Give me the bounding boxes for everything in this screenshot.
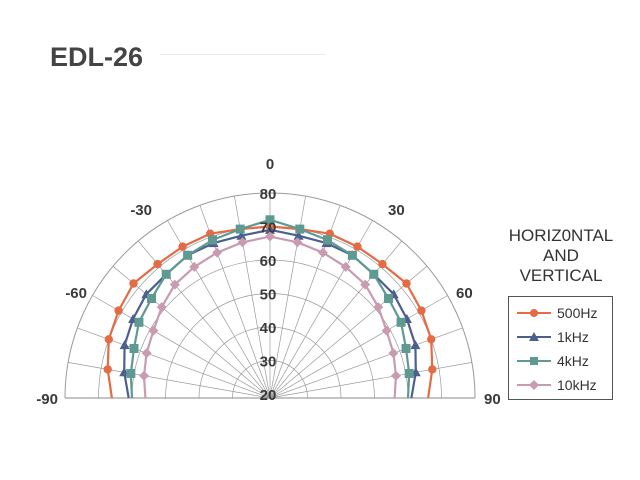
legend: 500Hz 1kHz 4kHz 10kHz — [508, 296, 613, 400]
circular-grid-line — [131, 259, 409, 399]
data-point-10khz — [317, 247, 328, 258]
data-point-10khz — [373, 302, 384, 313]
data-point-4khz — [323, 235, 332, 245]
chart-title: EDL-26 — [50, 42, 144, 72]
angle-tick-label: -60 — [65, 285, 87, 302]
data-point-500hz — [417, 306, 426, 315]
data-point-10khz — [148, 325, 159, 336]
radial-tick-label: 30 — [260, 354, 277, 371]
legend-item-4khz: 4kHz — [515, 351, 610, 371]
data-point-10khz — [189, 261, 200, 272]
radial-grid-line — [269, 265, 428, 399]
data-point-4khz — [384, 294, 393, 303]
legend-swatch-4khz — [517, 357, 551, 365]
angle-tick-label: -90 — [36, 391, 58, 408]
data-point-4khz — [401, 344, 411, 353]
data-point-4khz — [347, 250, 357, 260]
data-point-4khz — [183, 250, 193, 260]
data-point-1khz — [236, 230, 247, 240]
radial-tick-label: 50 — [260, 287, 277, 304]
data-point-500hz — [153, 259, 162, 269]
legend-item-500hz: 500Hz — [515, 303, 610, 323]
circular-grid-line — [232, 360, 308, 399]
legend-label: 500Hz — [557, 305, 598, 321]
legend-title-line: VERTICAL — [519, 266, 603, 285]
data-point-4khz — [404, 369, 414, 378]
data-point-10khz — [391, 370, 402, 381]
data-point-4khz — [235, 224, 245, 234]
legend-label: 1kHz — [557, 329, 589, 345]
circular-grid-line — [64, 192, 476, 399]
data-point-500hz — [103, 365, 112, 374]
data-point-10khz — [212, 247, 223, 258]
angle-tick-label: 0 — [266, 156, 274, 173]
legend-label: 10kHz — [557, 377, 597, 393]
radial-grid-line — [68, 362, 271, 399]
title-divider — [160, 54, 325, 55]
tick-labels: 20 30 40 50 60 70 80 0 -30 30 -60 60 -90 90 — [36, 156, 500, 408]
legend-title: HORIZ0NTAL AND VERTICAL — [490, 226, 632, 286]
angle-tick-label: 90 — [484, 391, 501, 408]
data-point-500hz — [129, 279, 138, 288]
data-point-4khz — [369, 269, 379, 279]
data-point-10khz — [169, 279, 180, 290]
data-point-4khz — [265, 215, 275, 225]
data-point-1khz — [410, 340, 421, 350]
data-point-4khz — [295, 224, 305, 234]
circular-grid-line — [165, 293, 375, 399]
data-point-500hz — [402, 279, 411, 288]
data-point-500hz — [353, 242, 362, 251]
radial-tick-label: 40 — [260, 320, 277, 337]
legend-item-1khz: 1kHz — [515, 327, 610, 347]
data-point-500hz — [427, 335, 436, 344]
legend-title-line: AND — [543, 246, 579, 265]
data-point-1khz — [119, 340, 130, 350]
data-point-1khz — [293, 230, 304, 240]
data-point-10khz — [340, 261, 351, 272]
radial-tick-label: 20 — [260, 387, 277, 404]
radial-tick-label: 70 — [260, 220, 277, 237]
angle-tick-label: 60 — [456, 285, 473, 302]
angle-tick-label: 30 — [388, 202, 405, 219]
data-point-4khz — [134, 317, 144, 327]
data-point-500hz — [178, 242, 187, 251]
legend-title-line: HORIZ0NTAL — [508, 226, 614, 245]
circular-grid-line — [198, 326, 342, 399]
data-point-10khz — [156, 302, 167, 313]
legend-label: 4kHz — [557, 353, 589, 369]
data-point-10khz — [265, 231, 275, 242]
data-point-10khz — [138, 370, 149, 381]
data-point-10khz — [292, 237, 303, 248]
data-point-4khz — [161, 269, 171, 279]
series-layer — [103, 215, 437, 399]
radial-tick-label: 80 — [260, 186, 277, 203]
data-point-4khz — [129, 344, 139, 353]
data-point-500hz — [114, 306, 123, 315]
data-point-500hz — [104, 335, 114, 344]
radial-tick-label: 60 — [260, 253, 277, 270]
data-point-4khz — [126, 369, 136, 378]
angle-tick-label: -30 — [130, 202, 152, 219]
data-point-4khz — [147, 294, 156, 303]
radial-grid-line — [269, 362, 472, 399]
data-point-4khz — [396, 317, 406, 327]
data-point-10khz — [237, 237, 248, 248]
data-point-10khz — [141, 348, 152, 359]
radial-grid-line — [112, 265, 271, 399]
data-point-10khz — [360, 279, 371, 290]
legend-swatch-1khz — [517, 332, 551, 341]
data-point-500hz — [428, 365, 437, 374]
legend-swatch-500hz — [517, 309, 551, 317]
data-point-500hz — [378, 259, 387, 269]
data-point-1khz — [265, 224, 275, 234]
legend-item-10khz: 10kHz — [515, 375, 610, 395]
data-point-10khz — [381, 325, 392, 336]
legend-swatch-10khz — [517, 380, 551, 390]
data-point-10khz — [388, 348, 399, 359]
data-point-4khz — [208, 235, 217, 245]
